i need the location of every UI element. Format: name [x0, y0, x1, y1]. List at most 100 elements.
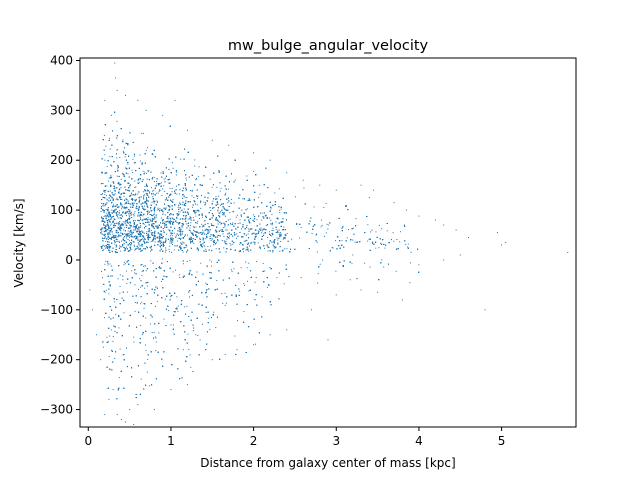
data-point	[154, 305, 156, 307]
data-point	[108, 293, 110, 295]
data-point	[131, 169, 133, 171]
data-point	[154, 230, 156, 232]
data-point	[209, 178, 211, 180]
data-point	[120, 419, 122, 421]
data-point	[190, 366, 192, 368]
data-point	[183, 196, 185, 198]
data-point	[181, 223, 183, 225]
data-point	[212, 200, 214, 202]
data-point	[188, 348, 190, 350]
data-point	[194, 231, 196, 233]
data-point	[119, 220, 121, 222]
data-point	[108, 245, 110, 247]
data-point	[567, 251, 569, 253]
data-point	[294, 196, 296, 198]
data-point	[409, 282, 411, 284]
data-point	[182, 187, 184, 189]
data-point	[222, 233, 224, 235]
data-point	[242, 198, 244, 200]
data-point	[302, 179, 304, 181]
data-point	[140, 378, 142, 380]
data-point	[183, 205, 185, 207]
data-point	[256, 261, 258, 263]
data-point	[296, 222, 298, 224]
data-point	[271, 229, 273, 231]
data-point	[141, 219, 143, 221]
data-point	[172, 271, 174, 273]
data-point	[276, 237, 278, 239]
data-point	[349, 279, 351, 281]
data-point	[169, 235, 171, 237]
data-point	[143, 307, 145, 309]
data-point	[140, 212, 142, 214]
data-point	[229, 218, 231, 220]
data-point	[203, 201, 205, 203]
data-point	[188, 229, 190, 231]
data-point	[246, 239, 248, 241]
data-point	[151, 201, 153, 203]
data-point	[105, 240, 107, 242]
data-point	[282, 238, 284, 240]
data-point	[133, 236, 135, 238]
data-point	[216, 217, 218, 219]
data-point	[247, 233, 249, 235]
data-point	[104, 194, 106, 196]
data-point	[133, 336, 135, 338]
data-point	[134, 220, 136, 222]
data-point	[142, 170, 144, 172]
data-point	[164, 223, 166, 225]
data-point	[111, 196, 113, 198]
data-point	[130, 184, 132, 186]
data-point	[107, 264, 109, 266]
data-point	[346, 237, 348, 239]
data-point	[148, 235, 150, 237]
data-point	[381, 228, 383, 230]
data-point	[283, 237, 285, 239]
data-point	[104, 224, 106, 226]
data-point	[393, 202, 395, 204]
data-point	[325, 232, 327, 234]
data-point	[104, 317, 105, 319]
data-point	[186, 384, 188, 386]
data-point	[210, 245, 212, 247]
data-point	[176, 185, 177, 187]
data-point	[167, 220, 169, 222]
data-point	[160, 182, 162, 184]
data-point	[181, 224, 183, 226]
data-point	[175, 171, 177, 173]
data-point	[100, 210, 102, 212]
data-point	[213, 225, 215, 227]
data-point	[145, 350, 147, 352]
data-point	[277, 239, 279, 241]
data-point	[190, 225, 192, 227]
data-point	[139, 245, 141, 247]
data-point	[119, 210, 121, 212]
data-point	[268, 242, 270, 244]
data-point	[238, 251, 240, 253]
data-point	[369, 266, 371, 268]
data-point	[119, 184, 121, 186]
data-point	[206, 233, 208, 235]
data-point	[101, 227, 103, 229]
data-point	[112, 341, 114, 343]
data-point	[213, 311, 215, 313]
data-point	[110, 275, 112, 277]
data-point	[109, 137, 111, 139]
data-point	[107, 239, 109, 241]
data-point	[177, 310, 179, 312]
data-point	[131, 270, 133, 272]
data-point	[177, 215, 179, 217]
data-point	[134, 249, 136, 251]
data-point	[260, 227, 262, 229]
data-point	[210, 223, 212, 225]
data-point	[163, 244, 165, 246]
data-point	[142, 191, 144, 193]
data-point	[182, 230, 184, 232]
data-point	[258, 184, 260, 186]
data-point	[178, 246, 180, 248]
data-point	[141, 196, 143, 198]
data-point	[220, 211, 222, 213]
data-point	[159, 250, 161, 252]
data-point	[169, 187, 171, 189]
data-point	[106, 336, 108, 338]
